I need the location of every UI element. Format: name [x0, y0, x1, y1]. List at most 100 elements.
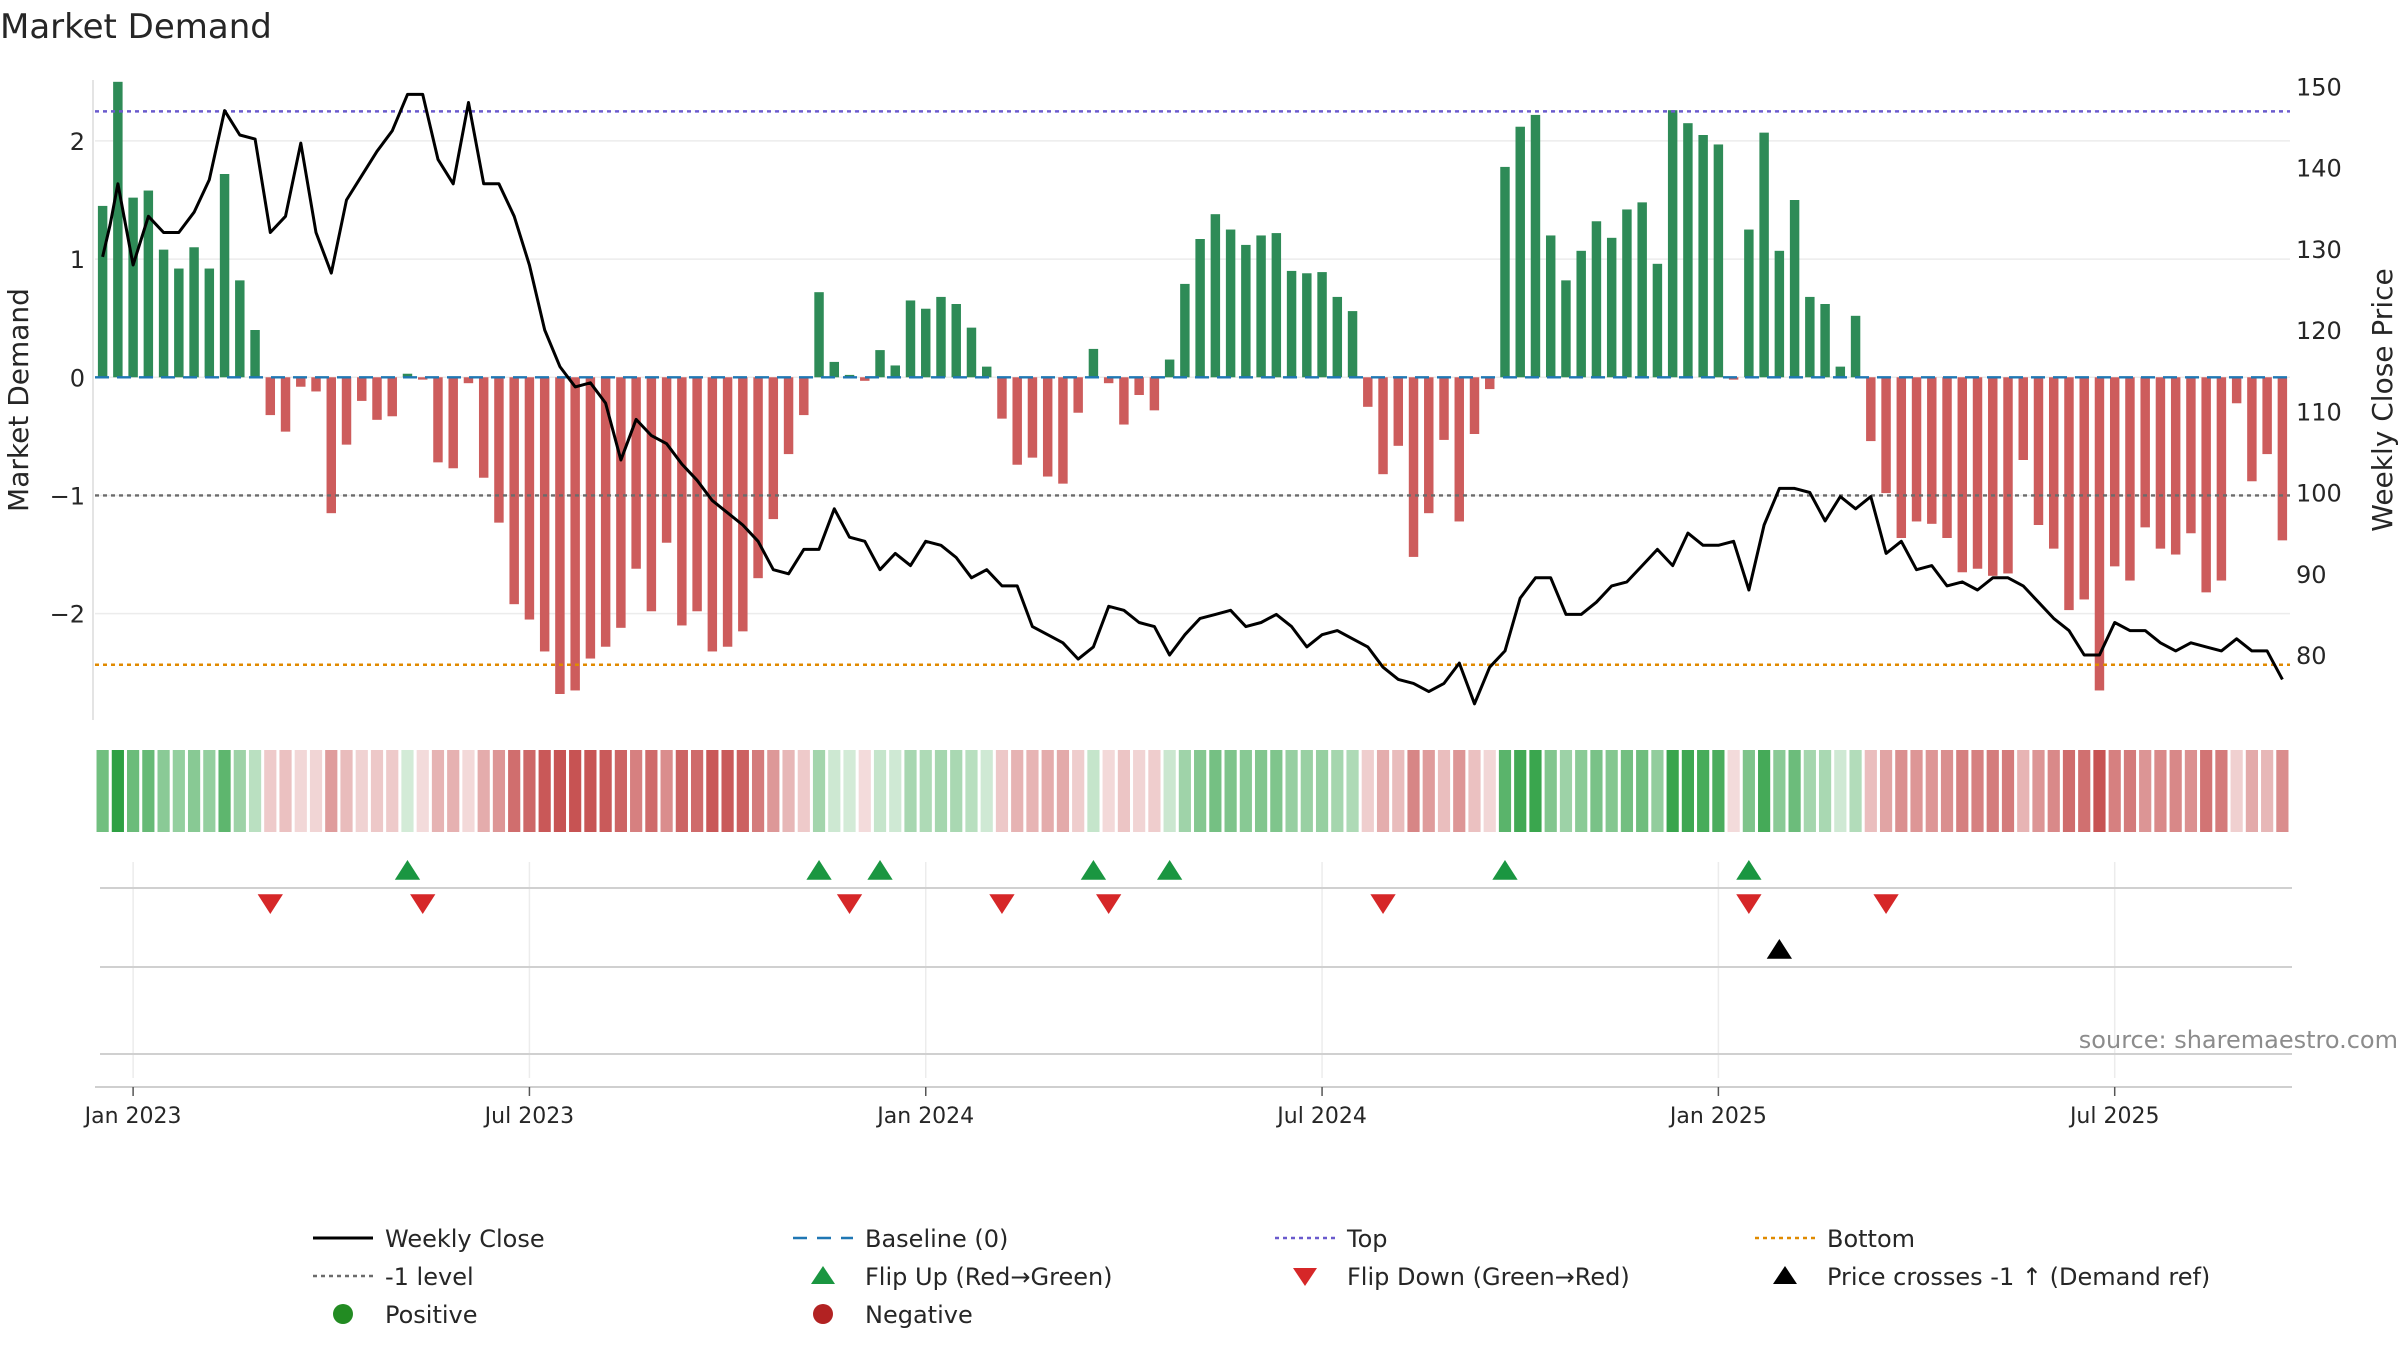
heat-cell	[127, 750, 140, 832]
demand-bar	[265, 377, 276, 416]
demand-bar	[921, 308, 931, 378]
heat-cell	[584, 750, 597, 832]
heat-cell	[2245, 750, 2258, 832]
heat-cell	[721, 750, 734, 832]
y-left-tick-label: 2	[70, 128, 85, 156]
demand-bar	[204, 268, 215, 378]
heat-cell	[1483, 750, 1496, 832]
demand-bar	[539, 377, 550, 652]
heat-cell	[1879, 750, 1893, 832]
heat-cell	[1834, 750, 1847, 832]
heat-cell	[172, 750, 185, 832]
heat-cell	[233, 750, 246, 832]
legend-item-cross: Price crosses -1 ↑ (Demand ref)	[1773, 1263, 2210, 1291]
demand-bar	[1774, 250, 1785, 378]
demand-bar	[2125, 377, 2135, 581]
demand-bar	[1210, 214, 1221, 378]
flip-down-marker	[1096, 894, 1122, 914]
y-right-tick-label: 130	[2296, 236, 2342, 264]
heat-cell	[203, 750, 216, 832]
heat-cell	[2123, 750, 2137, 832]
demand-bar	[860, 377, 870, 381]
demand-bar	[600, 377, 611, 647]
demand-bar	[311, 377, 321, 392]
heat-cell	[1331, 750, 1344, 832]
demand-bar	[1881, 377, 1891, 494]
demand-bar	[1637, 202, 1647, 378]
heat-cell	[1498, 750, 1512, 832]
heat-cell	[386, 750, 399, 832]
heat-cell	[660, 750, 673, 832]
y-left-tick-label: −2	[50, 601, 85, 629]
heat-cell	[614, 750, 627, 832]
demand-bar	[1134, 377, 1144, 395]
demand-bar	[1942, 377, 1952, 538]
demand-bar	[524, 377, 535, 620]
y-right-tick-label: 140	[2296, 155, 2342, 183]
heat-cell	[1315, 750, 1329, 832]
demand-bar	[1058, 377, 1068, 484]
legend-label-minus1: -1 level	[385, 1263, 474, 1291]
demand-bar	[951, 304, 961, 378]
heat-cell	[1742, 750, 1755, 832]
demand-bar	[1835, 366, 1846, 378]
demand-bar	[2064, 377, 2074, 611]
heat-cell	[1026, 750, 1039, 832]
demand-bar	[1500, 166, 1510, 378]
demand-bar	[1957, 377, 1967, 573]
flip-down-marker	[1873, 894, 1899, 914]
heat-cell	[599, 750, 612, 832]
heat-cell	[340, 750, 353, 832]
demand-bar	[1149, 377, 1160, 411]
heat-cell	[2062, 750, 2076, 832]
heat-cell	[2154, 750, 2167, 832]
heat-cell	[1818, 750, 1832, 832]
heat-cell	[1422, 750, 1435, 832]
flip-up-marker	[867, 860, 893, 880]
heat-cell	[1940, 750, 1954, 832]
heat-cell	[279, 750, 292, 832]
heat-cell	[294, 750, 307, 832]
flip-down-marker	[257, 894, 283, 914]
heat-cell	[1910, 750, 1923, 832]
demand-bar	[2155, 377, 2166, 549]
demand-bar	[768, 377, 779, 520]
demand-bar	[2094, 377, 2105, 691]
demand-bar	[433, 377, 443, 463]
heat-cell	[248, 750, 262, 832]
demand-bar	[799, 377, 809, 416]
demand-bar	[1347, 311, 1358, 378]
demand-bar	[113, 81, 123, 378]
demand-bar	[2247, 377, 2257, 482]
demand-bar	[478, 377, 489, 478]
demand-bar	[1805, 296, 1815, 378]
demand-bar	[1622, 209, 1632, 378]
demand-bar	[1439, 377, 1449, 440]
heat-cell	[1148, 750, 1161, 832]
heat-cell	[1712, 750, 1725, 832]
heat-cell	[1087, 750, 1100, 832]
heat-cell	[523, 750, 536, 832]
legend-label-bottom: Bottom	[1827, 1225, 1915, 1253]
legend-label-positive: Positive	[385, 1301, 478, 1329]
demand-bar	[1485, 377, 1495, 390]
heat-cell	[1163, 750, 1176, 832]
heat-cell	[843, 750, 856, 832]
demand-bar	[494, 377, 504, 523]
demand-bar	[1820, 304, 1830, 378]
heat-cell	[2047, 750, 2060, 832]
demand-bar	[1454, 377, 1464, 522]
heat-cell	[2184, 750, 2198, 832]
heat-cell	[416, 750, 429, 832]
heat-cell	[1437, 750, 1451, 832]
heat-cell	[1956, 750, 1969, 832]
flip-down-marker	[1370, 894, 1396, 914]
demand-bar	[2201, 377, 2211, 593]
demand-bar	[357, 377, 367, 401]
demand-bar	[829, 361, 840, 378]
heat-cell	[1407, 750, 1420, 832]
demand-bar	[1545, 235, 1556, 378]
heat-cell	[1590, 750, 1603, 832]
heat-cell	[538, 750, 551, 832]
weekly-close-line	[101, 92, 2284, 706]
